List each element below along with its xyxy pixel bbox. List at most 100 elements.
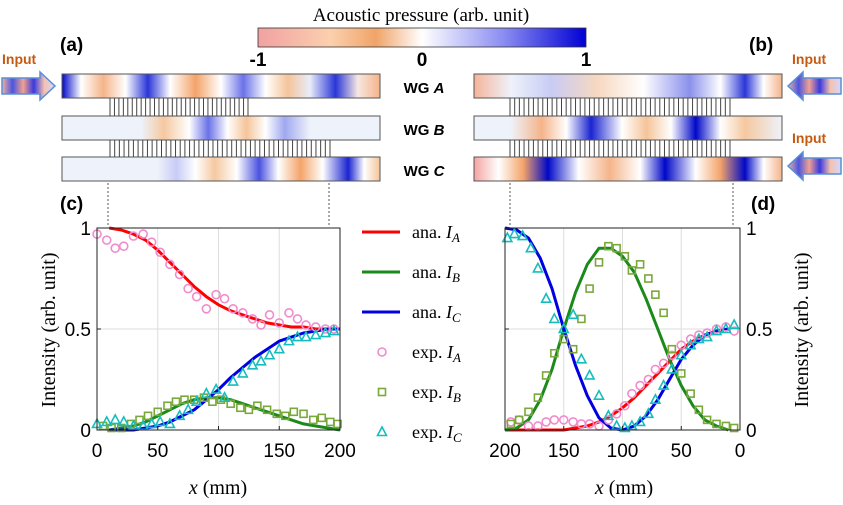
legend: ana. IA ana. IB ana. IC exp. IA exp. IB exp. … bbox=[362, 222, 462, 445]
x-tick-label: 0 bbox=[735, 441, 746, 462]
xlabel-c: x (mm) bbox=[188, 477, 247, 499]
data-point bbox=[702, 328, 712, 338]
legend-entry-label: ana. IA bbox=[412, 222, 460, 245]
data-point bbox=[626, 419, 638, 431]
data-point bbox=[190, 395, 203, 407]
input-label-a: Input bbox=[2, 51, 37, 67]
data-point bbox=[216, 395, 226, 405]
data-point bbox=[208, 397, 217, 407]
x-tick-label: 200 bbox=[324, 441, 356, 462]
data-point bbox=[201, 303, 212, 314]
data-point bbox=[728, 318, 740, 330]
data-point bbox=[721, 421, 731, 431]
data-point bbox=[620, 400, 630, 411]
data-point bbox=[180, 395, 189, 405]
data-point bbox=[611, 409, 622, 419]
legend-entry-label: exp. IA bbox=[412, 342, 461, 365]
data-point bbox=[272, 409, 282, 419]
data-point bbox=[317, 413, 327, 423]
data-point bbox=[110, 243, 121, 253]
input-label-b-top: Input bbox=[792, 51, 827, 67]
data-point bbox=[666, 362, 678, 374]
colorbar-tick-max: 1 bbox=[581, 50, 592, 71]
data-point bbox=[273, 342, 286, 354]
data-point bbox=[138, 229, 148, 239]
data-point bbox=[291, 330, 304, 342]
data-point bbox=[253, 401, 262, 411]
data-point bbox=[109, 413, 122, 425]
data-point bbox=[164, 417, 176, 429]
data-point bbox=[584, 419, 595, 429]
data-point bbox=[604, 241, 613, 251]
data-point bbox=[540, 291, 552, 304]
data-point bbox=[627, 388, 637, 399]
data-point bbox=[101, 235, 112, 245]
input-arrow-b-top bbox=[786, 70, 842, 102]
waveguide-a-C bbox=[61, 156, 381, 182]
y-tick-label: 1 bbox=[80, 219, 91, 240]
data-point bbox=[620, 251, 630, 261]
data-point bbox=[524, 407, 533, 417]
data-point bbox=[650, 364, 661, 375]
input-label-b-bottom: Input bbox=[792, 130, 827, 146]
data-point bbox=[658, 358, 669, 369]
data-point bbox=[533, 393, 543, 402]
data-point bbox=[549, 415, 560, 425]
legend-entry-label: ana. IC bbox=[412, 302, 461, 325]
waveguide-a-B bbox=[61, 115, 381, 141]
data-point bbox=[299, 409, 308, 419]
data-point bbox=[171, 397, 181, 407]
data-point bbox=[659, 308, 668, 318]
data-point bbox=[583, 368, 596, 380]
data-point bbox=[238, 308, 248, 318]
data-point bbox=[710, 324, 723, 336]
data-point bbox=[568, 344, 578, 354]
data-point bbox=[255, 354, 267, 366]
data-point bbox=[548, 312, 561, 324]
data-point bbox=[525, 241, 537, 253]
input-arrow-b-bottom bbox=[786, 150, 842, 182]
data-point bbox=[333, 419, 342, 429]
data-point bbox=[155, 247, 165, 258]
data-point bbox=[675, 348, 688, 360]
data-point bbox=[649, 392, 662, 405]
data-point bbox=[256, 320, 266, 330]
data-point bbox=[532, 261, 544, 273]
data-point bbox=[292, 314, 303, 324]
legend-entry-label: exp. IC bbox=[412, 422, 462, 445]
data-point bbox=[247, 314, 258, 324]
data-point bbox=[508, 227, 521, 239]
data-point bbox=[643, 374, 654, 385]
data-point bbox=[712, 419, 721, 429]
data-point bbox=[729, 423, 739, 433]
x-tick-label: 50 bbox=[671, 441, 692, 462]
data-point bbox=[635, 380, 645, 391]
plot-d: 200 150 100 50 00 0.5 1 bbox=[489, 219, 772, 462]
waveguide-b-C bbox=[473, 156, 783, 182]
data-point bbox=[612, 243, 621, 253]
x-tick-label: 50 bbox=[147, 441, 168, 462]
data-point bbox=[226, 399, 235, 409]
data-point bbox=[117, 423, 126, 433]
panel-label-c: (c) bbox=[60, 194, 83, 215]
x-tick-label: 100 bbox=[203, 441, 235, 462]
legend-square-marker bbox=[377, 387, 387, 397]
y-tick-label: 0.5 bbox=[65, 320, 91, 341]
data-point bbox=[182, 403, 194, 415]
panel-label-b: (b) bbox=[749, 35, 773, 56]
colorbar-title: Acoustic pressure (arb. unit) bbox=[313, 5, 529, 26]
data-point bbox=[146, 237, 157, 247]
data-point bbox=[720, 322, 732, 334]
data-point bbox=[694, 405, 704, 415]
data-point bbox=[137, 419, 149, 431]
data-point bbox=[191, 291, 202, 302]
waveguide-b-A bbox=[473, 73, 783, 99]
data-point bbox=[701, 330, 713, 342]
data-point bbox=[154, 415, 167, 427]
xlabel-d: x (mm) bbox=[594, 477, 653, 499]
data-point bbox=[244, 405, 254, 415]
legend-entry-label: ana. IB bbox=[412, 262, 460, 285]
data-point bbox=[514, 415, 524, 425]
data-point bbox=[575, 352, 588, 364]
data-point bbox=[506, 419, 516, 429]
